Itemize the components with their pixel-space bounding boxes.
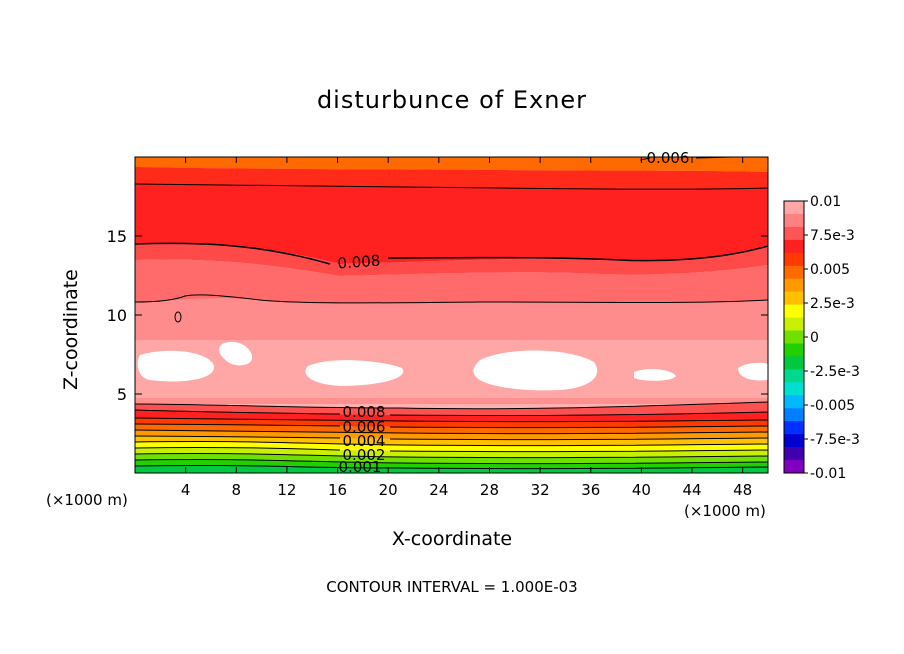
contour-lines bbox=[135, 157, 768, 470]
band-l5 bbox=[135, 424, 768, 434]
colorbar-swatch bbox=[784, 239, 804, 254]
band-mid bbox=[135, 259, 768, 303]
colorbar-label: 7.5e-3 bbox=[810, 228, 855, 244]
plot-area bbox=[135, 157, 768, 473]
x-tick-label: 32 bbox=[531, 481, 550, 499]
x-axis-ticks: 4 8 12 16 20 24 28 32 36 40 44 48 bbox=[181, 157, 752, 499]
colorbar-swatch bbox=[784, 343, 804, 357]
blob-1 bbox=[137, 350, 215, 382]
band-l7 bbox=[135, 436, 768, 446]
contour-label: 0.004 bbox=[343, 432, 386, 450]
band-top bbox=[135, 157, 768, 172]
y-tick-label: 5 bbox=[117, 385, 127, 404]
x-tick-label: 8 bbox=[232, 481, 242, 499]
band-light bbox=[135, 298, 768, 340]
colorbar-swatch bbox=[784, 265, 804, 280]
colorbar-swatch bbox=[784, 356, 804, 370]
blob-4 bbox=[473, 350, 598, 391]
y-tick-label: 15 bbox=[107, 227, 127, 246]
contour-labels: 0.006 0.008 0.008 0.006 0.004 0.002 0.00… bbox=[337, 149, 690, 476]
colorbar-swatch bbox=[784, 382, 804, 396]
x-unit-left: (×1000 m) bbox=[46, 491, 128, 509]
colorbar-label: 0.005 bbox=[810, 262, 850, 278]
colorbar-swatch bbox=[784, 213, 804, 228]
colorbar-swatch bbox=[784, 317, 804, 332]
x-tick-label: 20 bbox=[379, 481, 398, 499]
x-tick-label: 48 bbox=[733, 481, 752, 499]
band-lightest bbox=[135, 340, 768, 398]
colorbar-swatch bbox=[784, 434, 804, 448]
x-tick-label: 36 bbox=[581, 481, 600, 499]
x-tick-label: 4 bbox=[181, 481, 191, 499]
colorbar-swatch bbox=[784, 291, 804, 306]
colorbar-swatch bbox=[784, 395, 804, 409]
colorbar-label: 0.01 bbox=[810, 194, 841, 210]
band-upper-red bbox=[135, 167, 768, 190]
contour-label: 0.002 bbox=[343, 446, 386, 464]
contour-label: 0.001 bbox=[339, 458, 382, 476]
x-tick-label: 28 bbox=[480, 481, 499, 499]
x-tick-label: 12 bbox=[277, 481, 296, 499]
x-tick-label: 40 bbox=[632, 481, 651, 499]
band-l8 bbox=[135, 441, 768, 452]
colorbar-swatch bbox=[784, 226, 804, 241]
colorbar-swatch bbox=[784, 460, 804, 474]
x-unit-right: (×1000 m) bbox=[684, 502, 766, 520]
blob-6 bbox=[738, 362, 768, 381]
colorbar-label: -7.5e-3 bbox=[810, 432, 860, 448]
band-red bbox=[135, 184, 768, 264]
colorbar-swatch bbox=[784, 408, 804, 422]
contour-label: 0.008 bbox=[337, 252, 381, 273]
band-l12 bbox=[135, 465, 768, 473]
band-l9 bbox=[135, 447, 768, 458]
colorbar-label: 2.5e-3 bbox=[810, 296, 855, 312]
contour-interval-note: CONTOUR INTERVAL = 1.000E-03 bbox=[326, 578, 578, 596]
x-axis-label: X-coordinate bbox=[391, 528, 513, 550]
colorbar-swatch bbox=[784, 201, 804, 215]
colorbar-label: -0.01 bbox=[810, 466, 846, 482]
colorbar-label: -0.005 bbox=[810, 398, 855, 414]
x-tick-label: 16 bbox=[328, 481, 347, 499]
band-l1 bbox=[135, 398, 768, 404]
colorbar-swatch bbox=[784, 421, 804, 435]
band-l10 bbox=[135, 453, 768, 464]
colorbar-swatch bbox=[784, 369, 804, 383]
x-tick-label: 44 bbox=[682, 481, 701, 499]
colorbar-swatch bbox=[784, 278, 804, 293]
y-axis-ticks: 5 10 15 bbox=[107, 227, 768, 404]
x-tick-label: 24 bbox=[429, 481, 448, 499]
y-tick-label: 10 bbox=[107, 306, 127, 325]
colorbar-swatch bbox=[784, 304, 804, 319]
colorbar-swatch bbox=[784, 252, 804, 267]
colorbar-swatch bbox=[784, 447, 804, 461]
colorbar-swatch bbox=[784, 330, 804, 344]
blob-2 bbox=[219, 341, 253, 366]
band-upper-mid bbox=[135, 243, 768, 276]
colorbar-label: -2.5e-3 bbox=[810, 364, 860, 380]
chart-title: disturbunce of Exner bbox=[316, 86, 588, 114]
contour-label: 0.006 bbox=[343, 418, 386, 436]
colorbar-label: 0 bbox=[810, 330, 819, 346]
blob-5 bbox=[634, 369, 676, 381]
contour-label: 0.008 bbox=[343, 403, 386, 421]
contour-label: 0.006 bbox=[647, 149, 690, 167]
colorbar: 0.01 7.5e-3 0.005 2.5e-3 0 -2.5e-3 -0.005 -7.5e… bbox=[783, 194, 860, 482]
blob-3 bbox=[305, 360, 404, 386]
